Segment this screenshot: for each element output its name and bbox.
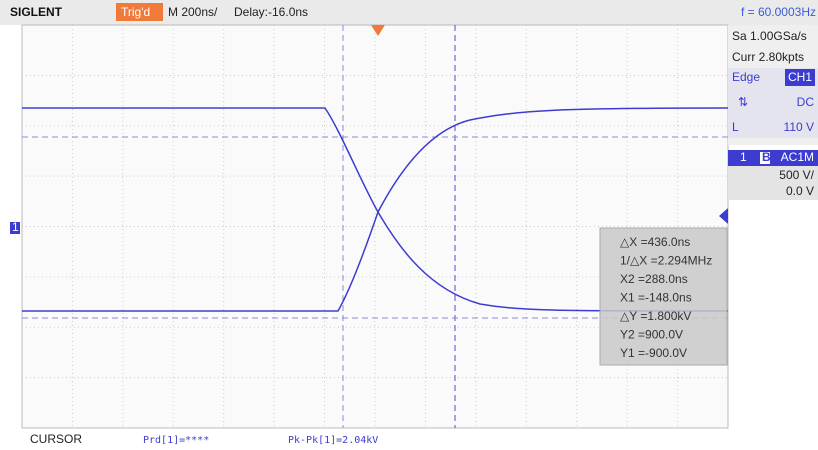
readout-line: Y1 =-900.0V bbox=[620, 346, 687, 360]
delay: Delay:-16.0ns bbox=[234, 5, 308, 19]
frequency: f = 60.0003Hz bbox=[741, 5, 816, 19]
trigger-source: CH1 bbox=[788, 70, 812, 84]
trigger-level: 110 V bbox=[784, 120, 814, 134]
rising-trace bbox=[22, 107, 729, 312]
readout-line: 1/△X =2.294MHz bbox=[620, 254, 712, 268]
trigger-source-badge bbox=[785, 69, 815, 86]
bandwidth-icon: B bbox=[762, 150, 771, 164]
channel-marker-label: 1 bbox=[12, 220, 19, 234]
cursor-readout: △X =436.0ns 1/△X =2.294MHz X2 =288.0ns X1 =… bbox=[620, 235, 712, 360]
trigger-coupling: DC bbox=[797, 95, 815, 109]
trigger-level-marker bbox=[719, 208, 728, 224]
logo: SIGLENT bbox=[10, 5, 63, 19]
grid bbox=[22, 25, 728, 428]
trigger-badge bbox=[116, 3, 163, 21]
trigger-level-label: L bbox=[732, 120, 739, 134]
readout-line: Y2 =900.0V bbox=[620, 328, 683, 342]
channel-coupling: AC1M bbox=[781, 150, 814, 164]
readout-line: X1 =-148.0ns bbox=[620, 291, 692, 305]
channel-header bbox=[728, 150, 818, 166]
trigger-position-marker bbox=[371, 25, 385, 36]
trigger-status: Trig'd bbox=[121, 5, 150, 19]
channel-marker bbox=[10, 222, 20, 234]
falling-trace bbox=[22, 107, 729, 312]
cursor-readout-box bbox=[599, 227, 728, 366]
measure-1: Prd[1]=**** bbox=[143, 435, 209, 446]
measure-2: Pk-Pk[1]=2.04kV bbox=[288, 435, 378, 446]
readout-line: △X =436.0ns bbox=[620, 235, 690, 249]
trigger-slope: ⇅ bbox=[738, 95, 748, 109]
memory-depth: Curr 2.80kpts bbox=[732, 50, 804, 64]
channel-scale: 500 V/ bbox=[779, 168, 814, 182]
trigger-type: Edge bbox=[732, 70, 760, 84]
channel-number: 1 bbox=[740, 150, 747, 164]
sample-rate: Sa 1.00GSa/s bbox=[732, 29, 807, 43]
channel-offset: 0.0 V bbox=[786, 184, 814, 198]
bandwidth-icon-box bbox=[760, 152, 770, 164]
timebase: M 200ns/ bbox=[168, 5, 218, 19]
footer-mode: CURSOR bbox=[30, 432, 82, 446]
readout-line: △Y =1.800kV bbox=[620, 309, 691, 323]
readout-line: X2 =288.0ns bbox=[620, 272, 688, 286]
